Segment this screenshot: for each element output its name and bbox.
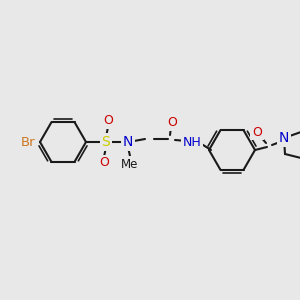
Text: O: O <box>252 125 262 139</box>
Text: S: S <box>102 135 110 149</box>
Text: O: O <box>103 115 113 128</box>
Text: NH: NH <box>183 136 201 148</box>
Text: Br: Br <box>21 136 35 148</box>
Text: O: O <box>167 116 177 130</box>
Text: N: N <box>123 135 133 149</box>
Text: O: O <box>99 157 109 169</box>
Text: N: N <box>279 131 289 145</box>
Text: Me: Me <box>121 158 139 170</box>
